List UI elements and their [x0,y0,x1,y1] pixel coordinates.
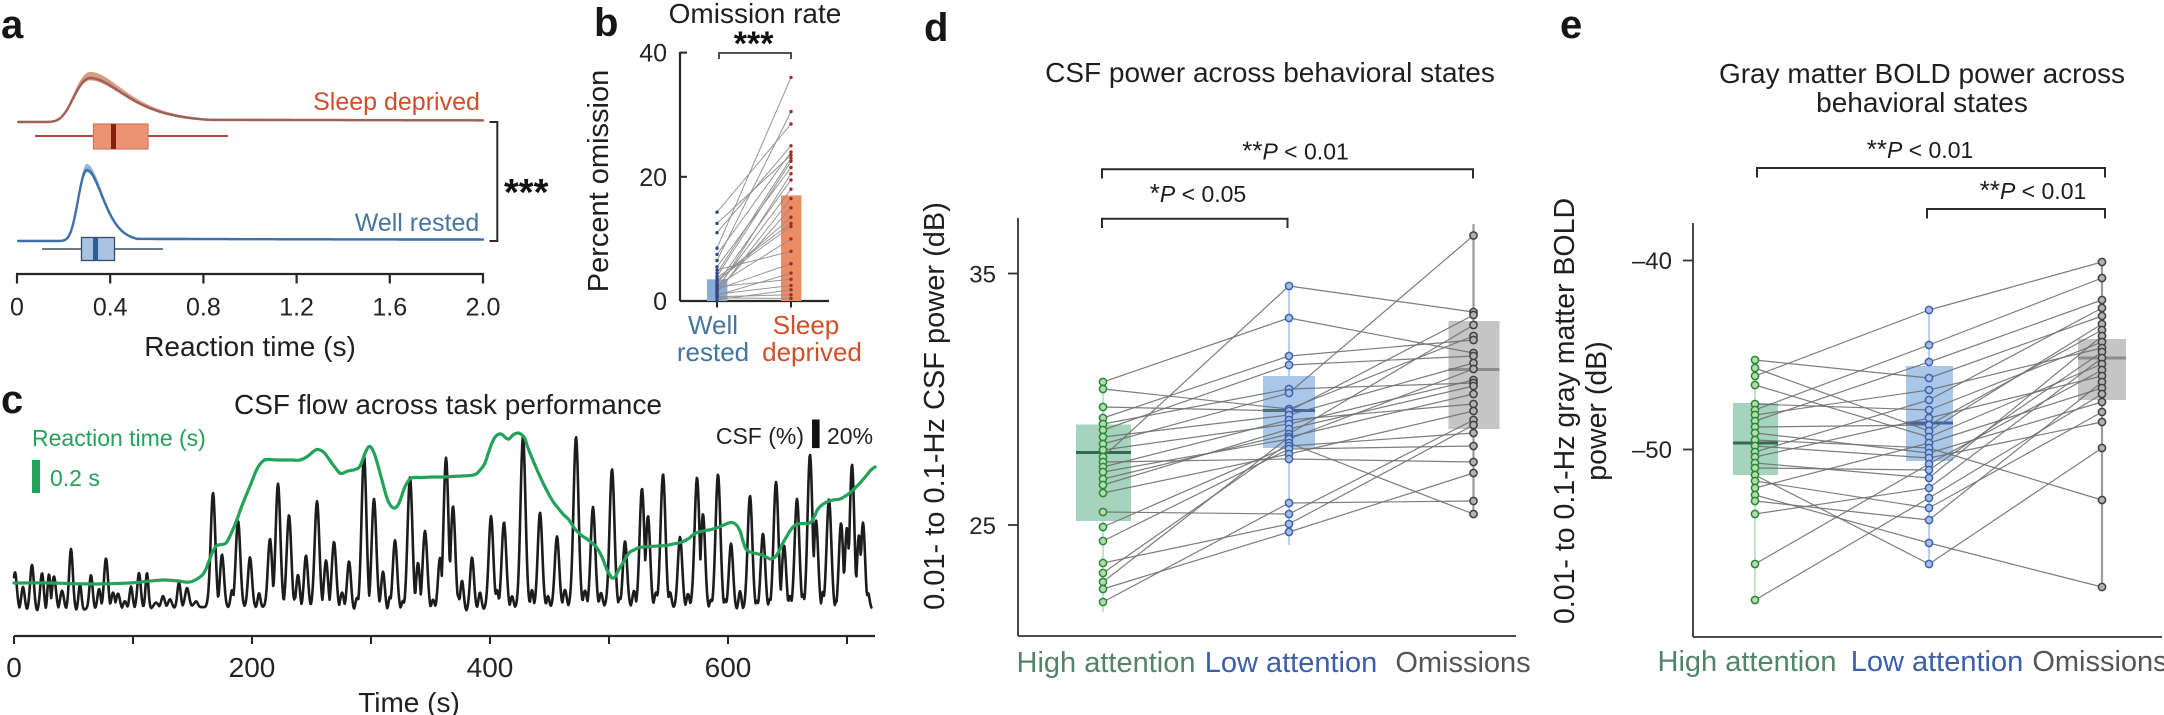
svg-text:0: 0 [10,294,24,322]
svg-text:Percent omission: Percent omission [583,70,615,292]
svg-text:**P < 0.01: **P < 0.01 [1980,175,2087,205]
svg-text:High attention: High attention [1017,647,1196,679]
svg-text:*P < 0.05: *P < 0.05 [1150,178,1246,208]
svg-text:20%: 20% [827,423,873,449]
svg-text:c: c [1,378,23,422]
svg-text:behavioral states: behavioral states [1816,87,2028,118]
svg-text:Well rested: Well rested [355,209,480,237]
svg-text:Low attention: Low attention [1851,646,2024,678]
svg-text:power (dB): power (dB) [1581,341,1613,480]
svg-text:600: 600 [705,652,752,683]
svg-text:0.01- to 0.1-Hz CSF power (dB): 0.01- to 0.1-Hz CSF power (dB) [919,202,951,610]
svg-text:Gray matter BOLD power across: Gray matter BOLD power across [1719,58,2125,89]
svg-text:a: a [1,3,24,47]
svg-text:0: 0 [653,288,667,316]
svg-text:***: *** [504,172,549,214]
svg-text:***: *** [734,25,774,63]
svg-text:40: 40 [639,40,667,68]
svg-text:CSF power across behavioral st: CSF power across behavioral states [1045,57,1495,88]
svg-text:CSF flow across task performan: CSF flow across task performance [234,389,662,420]
svg-text:25: 25 [969,513,996,540]
svg-text:–50: –50 [1632,437,1672,464]
svg-text:Sleep: Sleep [773,310,840,340]
svg-text:d: d [924,6,948,50]
svg-text:0.4: 0.4 [93,294,128,322]
svg-text:0.01- to 0.1-Hz gray matter BO: 0.01- to 0.1-Hz gray matter BOLD [1549,198,1581,624]
svg-text:Well: Well [688,310,738,340]
svg-text:Omissions: Omissions [2032,646,2164,678]
svg-text:rested: rested [677,337,749,367]
svg-text:2.0: 2.0 [466,294,501,322]
svg-text:e: e [1560,3,1582,47]
svg-text:Reaction time (s): Reaction time (s) [144,331,356,362]
svg-text:**P < 0.01: **P < 0.01 [1867,134,1974,164]
svg-text:b: b [594,1,618,45]
svg-text:0.8: 0.8 [186,294,221,322]
svg-text:Time (s): Time (s) [358,687,460,715]
svg-text:Omissions: Omissions [1395,647,1530,679]
svg-text:20: 20 [639,164,667,192]
svg-text:Reaction time (s): Reaction time (s) [32,425,206,451]
svg-text:Sleep deprived: Sleep deprived [313,88,480,116]
svg-text:0: 0 [6,652,22,683]
svg-text:35: 35 [969,261,996,288]
svg-text:Low attention: Low attention [1205,647,1378,679]
svg-text:0.2 s: 0.2 s [50,465,100,491]
svg-text:CSF (%): CSF (%) [716,423,804,449]
svg-text:1.2: 1.2 [279,294,314,322]
svg-text:–40: –40 [1632,248,1672,275]
svg-text:Omission rate: Omission rate [669,0,842,29]
svg-text:High attention: High attention [1658,646,1837,678]
svg-text:400: 400 [467,652,514,683]
svg-text:200: 200 [229,652,276,683]
svg-text:**P < 0.01: **P < 0.01 [1242,136,1349,166]
svg-text:deprived: deprived [762,337,862,367]
svg-text:1.6: 1.6 [372,294,407,322]
